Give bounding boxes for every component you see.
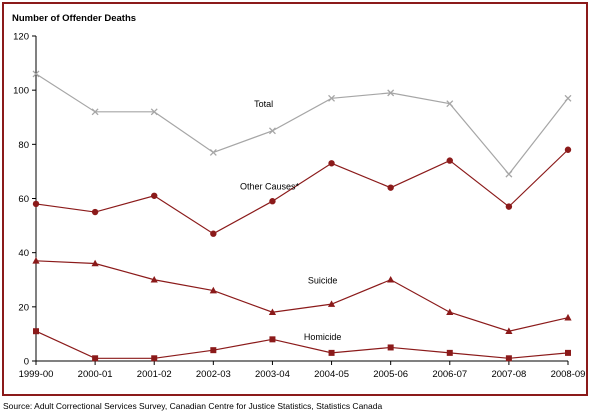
data-point-total	[32, 70, 40, 78]
data-point-total	[150, 108, 158, 116]
series-line-total	[35, 73, 569, 176]
data-point-total	[446, 100, 454, 108]
x-tick-label: 2004-05	[314, 369, 349, 380]
data-point-other-causes	[564, 146, 572, 153]
data-point-total	[564, 94, 572, 102]
series-label-total: Total	[254, 99, 273, 109]
data-point-other-causes	[210, 230, 217, 237]
data-point-homicide	[151, 355, 158, 362]
data-point-other-causes	[269, 198, 276, 205]
series-line-other-causes	[35, 149, 569, 235]
data-point-suicide	[505, 327, 513, 335]
source-note: Source: Adult Correctional Services Surv…	[3, 401, 383, 411]
data-point-suicide	[91, 259, 99, 267]
x-tick-label: 2000-01	[78, 369, 113, 380]
x-tick-label: 2007-08	[491, 369, 526, 380]
data-point-homicide	[387, 344, 394, 351]
series-label-suicide: Suicide	[308, 276, 338, 286]
data-point-homicide	[269, 336, 276, 343]
data-point-homicide	[33, 328, 39, 335]
data-point-other-causes	[328, 160, 335, 167]
data-point-total	[209, 148, 217, 156]
y-axis-title: Number of Offender Deaths	[12, 13, 137, 24]
series-line-homicide	[35, 330, 569, 359]
y-tick-label: 120	[13, 32, 29, 43]
data-point-total	[387, 89, 395, 97]
data-point-other-causes	[387, 184, 394, 191]
data-point-suicide	[32, 256, 40, 264]
y-tick-label: 0	[24, 357, 29, 368]
data-point-homicide	[92, 355, 99, 362]
data-point-homicide	[446, 349, 453, 356]
data-point-homicide	[328, 349, 335, 356]
data-point-suicide	[209, 286, 217, 294]
x-tick-label: 2001-02	[137, 369, 172, 380]
data-point-suicide	[387, 275, 395, 283]
x-tick-label: 2002-03	[196, 369, 231, 380]
y-tick-label: 100	[13, 86, 29, 97]
data-point-other-causes	[91, 208, 99, 216]
data-point-other-causes	[446, 157, 453, 164]
data-point-suicide	[327, 300, 336, 307]
y-tick-label: 80	[18, 140, 29, 151]
y-tick-label: 60	[18, 194, 29, 205]
data-point-total	[328, 94, 336, 102]
data-point-suicide	[268, 308, 277, 316]
series-line-suicide	[35, 260, 569, 332]
x-tick-label: 2006-07	[432, 369, 467, 380]
y-tick-label: 20	[18, 302, 29, 313]
data-point-suicide	[564, 313, 572, 321]
x-tick-label: 2008-09	[551, 369, 586, 380]
x-tick-label: 2003-04	[255, 369, 290, 380]
series-label-homicide: Homicide	[304, 332, 342, 342]
data-point-other-causes	[505, 203, 513, 210]
y-tick-label: 40	[18, 248, 29, 259]
series-label-other-causes: Other Causes*	[240, 181, 300, 191]
data-point-total	[268, 127, 276, 135]
x-tick-label: 1999-00	[19, 369, 54, 380]
data-point-homicide	[210, 347, 217, 354]
data-point-other-causes	[32, 200, 40, 208]
data-point-homicide	[565, 349, 571, 356]
data-point-suicide	[150, 275, 158, 283]
data-point-other-causes	[151, 192, 158, 199]
data-point-suicide	[446, 308, 454, 316]
data-point-total	[91, 108, 99, 116]
chart-frame: Number of Offender Deaths 0 20 40 60 80 100 12…	[2, 2, 588, 396]
data-point-total	[505, 170, 513, 178]
data-point-homicide	[505, 355, 512, 362]
line-chart: 0 20 40 60 80 100 120 1999-00 2000-01 2001-02 2002…	[13, 32, 586, 381]
x-tick-label: 2005-06	[373, 369, 408, 380]
